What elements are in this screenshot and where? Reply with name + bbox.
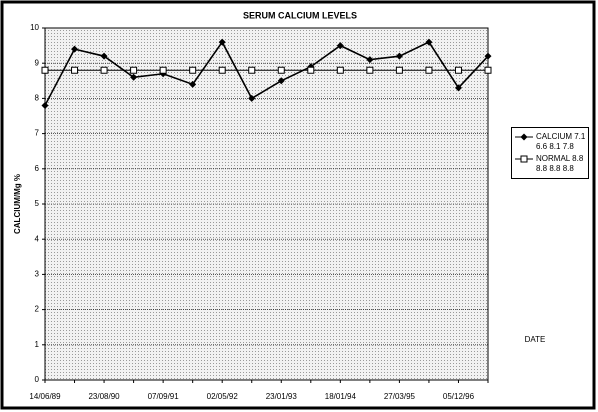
y-tick-label: 0	[35, 375, 40, 384]
data-point	[189, 66, 197, 74]
data-point	[395, 66, 403, 74]
legend-label: CALCIUM 7.1 6.6 8.1 7.8	[536, 132, 586, 151]
data-point	[189, 80, 197, 88]
data-point	[71, 45, 79, 53]
legend-icon	[515, 133, 533, 141]
data-point	[484, 66, 492, 74]
x-tick-label: 02/05/92	[207, 392, 239, 401]
x-axis-label: DATE	[525, 335, 546, 344]
y-tick-label: 4	[35, 234, 40, 243]
data-point	[100, 66, 108, 74]
y-tick-label: 9	[35, 58, 40, 67]
data-point	[425, 66, 433, 74]
x-tick-label: 23/08/90	[88, 392, 120, 401]
x-tick-label: 18/01/94	[325, 392, 357, 401]
data-point	[454, 66, 462, 74]
chart-title: SERUM CALCIUM LEVELS	[243, 10, 357, 20]
data-point	[454, 84, 462, 92]
data-point	[336, 66, 344, 74]
data-point	[218, 38, 226, 46]
data-point	[336, 42, 344, 50]
y-tick-label: 8	[35, 94, 40, 103]
x-tick-label: 05/12/96	[443, 392, 475, 401]
y-tick-label: 6	[35, 164, 40, 173]
x-tick-label: 14/06/89	[29, 392, 61, 401]
data-point	[218, 66, 226, 74]
data-point	[395, 52, 403, 60]
data-point	[41, 101, 49, 109]
y-tick-label: 5	[35, 199, 40, 208]
legend-label: NORMAL 8.8 8.8 8.8 8.8	[536, 154, 584, 173]
data-point	[307, 66, 315, 74]
x-tick-label: 23/01/93	[266, 392, 298, 401]
legend-item: CALCIUM 7.1 6.6 8.1 7.8	[514, 132, 586, 152]
y-tick-label: 3	[35, 270, 40, 279]
data-point	[71, 66, 79, 74]
x-tick-label: 27/03/95	[384, 392, 416, 401]
series-line	[44, 40, 489, 106]
data-point	[277, 77, 285, 85]
legend-marker	[520, 155, 528, 163]
data-point	[159, 66, 167, 74]
data-point	[484, 52, 492, 60]
data-point	[130, 66, 138, 74]
data-point	[248, 66, 256, 74]
data-point	[366, 66, 374, 74]
x-tick-label: 07/09/91	[148, 392, 180, 401]
data-point	[41, 66, 49, 74]
legend-item: NORMAL 8.8 8.8 8.8 8.8	[514, 154, 586, 174]
legend: CALCIUM 7.1 6.6 8.1 7.8 NORMAL 8.8 8.8 8.…	[511, 127, 589, 179]
data-point	[130, 73, 138, 81]
data-point	[248, 94, 256, 102]
data-point	[366, 56, 374, 64]
y-tick-label: 2	[35, 305, 40, 314]
y-tick-label: 1	[35, 340, 40, 349]
data-point	[425, 38, 433, 46]
y-axis-label: CALCIUM/Mg %	[13, 174, 22, 234]
data-point	[100, 52, 108, 60]
data-point	[277, 66, 285, 74]
y-tick-label: 10	[30, 23, 39, 32]
plot-area	[44, 27, 489, 381]
y-tick-label: 7	[35, 129, 40, 138]
legend-icon	[515, 155, 533, 163]
legend-marker	[520, 133, 528, 141]
